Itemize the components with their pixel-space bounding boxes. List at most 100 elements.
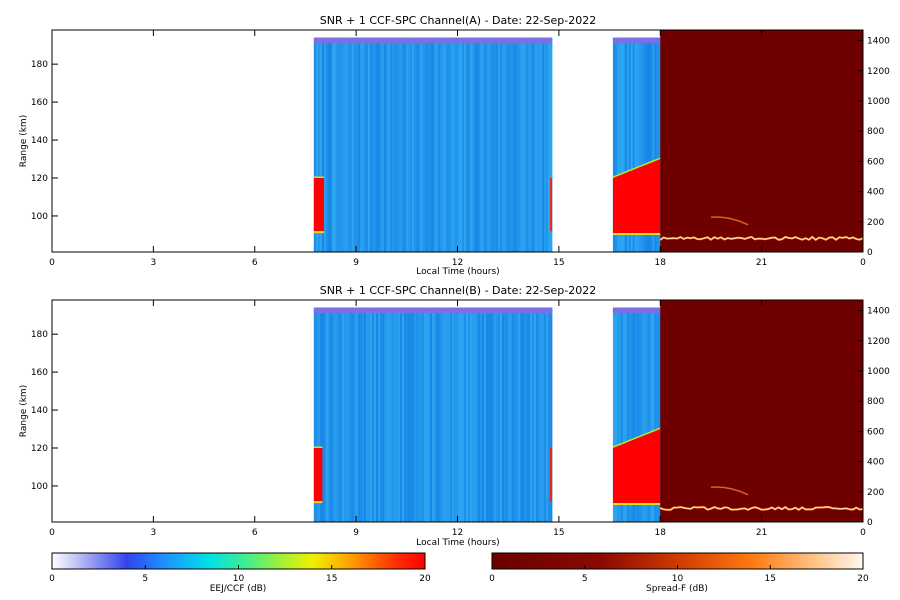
y2-tick-label: 1200 [867, 337, 890, 347]
eej-streak [474, 37, 477, 252]
eej-streak [486, 307, 489, 522]
eej-streak [620, 307, 624, 522]
eej-streak [638, 37, 641, 252]
y2-tick-label: 800 [867, 127, 884, 137]
eej-streak [478, 307, 481, 522]
eej-streak [498, 307, 501, 522]
eej-streak [367, 307, 371, 522]
eej-streak [458, 37, 461, 252]
eej-streak [482, 307, 485, 522]
y2-tick-label: 0 [867, 518, 873, 528]
eej-streak [506, 37, 509, 252]
eej-streak [317, 37, 321, 252]
eej-streak [365, 37, 369, 252]
eej-streak [333, 307, 337, 522]
eej-streak [648, 307, 651, 522]
eej-top-band [612, 37, 661, 44]
eej-end-strip [550, 178, 553, 232]
eej-streak [339, 307, 343, 522]
eej-streak [383, 307, 387, 522]
eej-streak [520, 307, 523, 522]
eej-streak [612, 37, 616, 252]
eej-streak [341, 37, 345, 252]
eej-streak [415, 37, 419, 252]
colorbar-tick-label: 10 [672, 574, 684, 584]
eej-streak [514, 37, 517, 252]
eej-streak [534, 37, 537, 252]
eej-streak [421, 37, 425, 252]
eej-streak [353, 37, 357, 252]
eej-streak [381, 307, 385, 522]
eej-streak [640, 37, 643, 252]
eej-streak [321, 37, 325, 252]
eej-streak [373, 37, 377, 252]
colorbar-tick-label: 0 [49, 574, 55, 584]
eej-streak [636, 37, 639, 252]
eej-streak [442, 37, 445, 252]
eej-streak [379, 37, 383, 252]
eej-streak [343, 37, 347, 252]
eej-streak [530, 37, 533, 252]
eej-streak [546, 307, 549, 522]
x-axis-label: Local Time (hours) [416, 538, 499, 548]
eej-streak [403, 37, 407, 252]
eej-streak [656, 307, 659, 522]
eej-streak [526, 307, 529, 522]
eej-streak [389, 37, 393, 252]
eej-red-region [612, 429, 661, 504]
eej-streak [548, 37, 551, 252]
eej-streak [626, 37, 630, 252]
eej-streak [413, 37, 417, 252]
x-tick-label: 3 [151, 258, 157, 268]
eej-streak [357, 37, 361, 252]
eej-streak [385, 307, 389, 522]
y2-tick-label: 1000 [867, 367, 890, 377]
eej-streak [436, 37, 439, 252]
x-tick-label: 3 [151, 528, 157, 538]
eej-streak [331, 307, 335, 522]
eej-streak [530, 307, 533, 522]
eej-streak [464, 307, 467, 522]
eej-streak [652, 307, 655, 522]
eej-streak [538, 307, 541, 522]
eej-streak [476, 307, 479, 522]
panel-channel-b: SNR + 1 CCF-SPC Channel(B) - Date: 22-Se… [19, 284, 890, 548]
eej-streak [454, 37, 457, 252]
eej-streak [367, 37, 371, 252]
eej-streak [508, 307, 511, 522]
eej-streak [644, 307, 647, 522]
eej-streak [434, 307, 437, 522]
eej-streak [656, 37, 659, 252]
eej-streak [325, 37, 329, 252]
colorbar-tick-label: 10 [233, 574, 245, 584]
eej-streak [393, 37, 397, 252]
eej-top-band [313, 37, 553, 44]
eej-streak [492, 37, 495, 252]
eej-streak [429, 37, 433, 252]
eej-streak [446, 37, 449, 252]
eej-streak [658, 37, 661, 252]
eej-streak [417, 307, 421, 522]
colorbar-spread-f-label: Spread-F (dB) [646, 584, 708, 594]
y-tick-label: 160 [31, 98, 48, 108]
colorbar-tick-label: 15 [765, 574, 776, 584]
eej-streak [351, 37, 355, 252]
eej-streak [405, 37, 409, 252]
eej-streak [620, 37, 624, 252]
eej-streak [329, 37, 333, 252]
eej-streak [446, 307, 449, 522]
eej-streak [331, 37, 335, 252]
eej-red-region [612, 159, 661, 234]
eej-streak [450, 307, 453, 522]
eej-block [313, 37, 553, 252]
y2-tick-label: 1000 [867, 97, 890, 107]
colorbar-tick-label: 5 [582, 574, 588, 584]
colorbar-spread-f: 0 5 10 15 20 Spread-F (dB) [489, 552, 869, 594]
eej-streak [363, 307, 367, 522]
eej-block [612, 307, 661, 522]
eej-streak [462, 307, 465, 522]
x-tick-label: 21 [756, 528, 767, 538]
eej-streak [319, 307, 323, 522]
y-tick-label: 120 [31, 174, 48, 184]
eej-streak [399, 307, 403, 522]
